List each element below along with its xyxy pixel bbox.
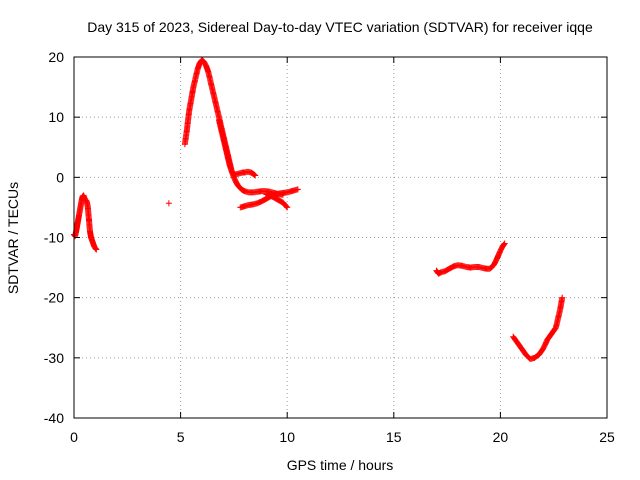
data-point xyxy=(284,204,291,211)
y-tick-label: -30 xyxy=(44,350,64,366)
data-point xyxy=(250,171,257,178)
data-point xyxy=(501,240,508,247)
y-tick-label: -40 xyxy=(44,410,64,426)
axis-ticks: 0 5 10 15 20 25 -40 -30 -20 -10 0 10 20 xyxy=(44,49,615,445)
y-tick-label: 10 xyxy=(48,109,64,125)
data-point xyxy=(165,200,172,207)
data-point xyxy=(283,203,290,210)
y-tick-label: -20 xyxy=(44,290,64,306)
y-axis-label: SDTVAR / TECUs xyxy=(5,182,21,294)
plot-frame xyxy=(73,56,608,419)
data-point xyxy=(93,246,100,253)
y-tick-label: 0 xyxy=(56,169,64,185)
data-point xyxy=(252,172,259,179)
data-points xyxy=(71,57,566,363)
x-tick-label: 10 xyxy=(279,429,295,445)
data-point xyxy=(92,245,99,252)
x-tick-label: 5 xyxy=(177,429,185,445)
grid xyxy=(74,57,607,418)
y-tick-label: 20 xyxy=(48,49,64,65)
data-point xyxy=(92,245,99,252)
data-point xyxy=(294,186,301,193)
data-point xyxy=(559,294,566,301)
x-tick-label: 15 xyxy=(386,429,402,445)
data-point xyxy=(501,241,508,248)
y-tick-label: -10 xyxy=(44,230,64,246)
x-tick-label: 25 xyxy=(599,429,615,445)
x-tick-label: 0 xyxy=(70,429,78,445)
data-point xyxy=(251,171,258,178)
chart-title: Day 315 of 2023, Sidereal Day-to-day VTE… xyxy=(87,19,593,35)
x-axis-label: GPS time / hours xyxy=(287,457,394,473)
x-tick-label: 20 xyxy=(493,429,509,445)
